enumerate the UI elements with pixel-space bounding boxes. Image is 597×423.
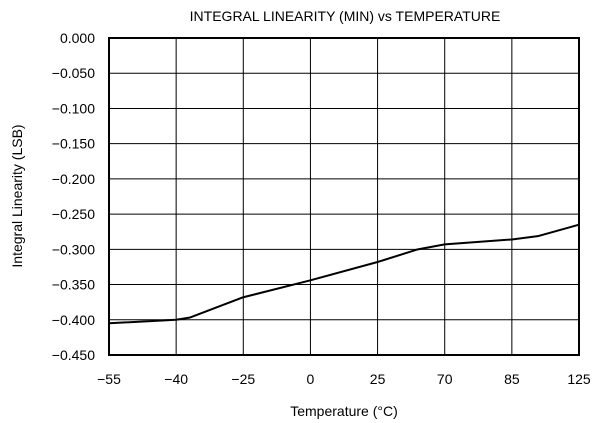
y-tick-label: −0.100 xyxy=(52,100,95,116)
y-tick-label: 0.000 xyxy=(60,30,95,46)
y-tick-label: −0.450 xyxy=(52,347,95,363)
y-tick-label: −0.350 xyxy=(52,277,95,293)
series-line xyxy=(108,223,580,325)
plot-frame xyxy=(108,37,580,356)
x-tick-labels: −55 −40 −25 0 25 70 85 125 xyxy=(97,371,591,387)
x-tick-label: 25 xyxy=(370,371,386,387)
y-tick-label: −0.050 xyxy=(52,65,95,81)
x-tick-label: 85 xyxy=(504,371,520,387)
grid xyxy=(109,38,579,355)
x-tick-label: 70 xyxy=(437,371,453,387)
y-tick-label: −0.300 xyxy=(52,241,95,257)
x-axis-label: Temperature (°C) xyxy=(290,403,398,419)
x-tick-label: −40 xyxy=(164,371,188,387)
y-tick-label: −0.400 xyxy=(52,312,95,328)
series-layer xyxy=(108,223,580,325)
y-tick-labels: 0.000 −0.050 −0.100 −0.150 −0.200 −0.250 −0.30… xyxy=(52,30,95,363)
x-tick-label: 0 xyxy=(307,371,315,387)
x-tick-label: −25 xyxy=(231,371,255,387)
x-tick-label: 125 xyxy=(567,371,591,387)
y-tick-label: −0.200 xyxy=(52,171,95,187)
chart-title: INTEGRAL LINEARITY (MIN) vs TEMPERATURE xyxy=(190,8,501,24)
y-tick-label: −0.150 xyxy=(52,136,95,152)
y-tick-label: −0.250 xyxy=(52,206,95,222)
y-axis-label: Integral Linearity (LSB) xyxy=(9,124,25,267)
x-tick-label: −55 xyxy=(97,371,121,387)
